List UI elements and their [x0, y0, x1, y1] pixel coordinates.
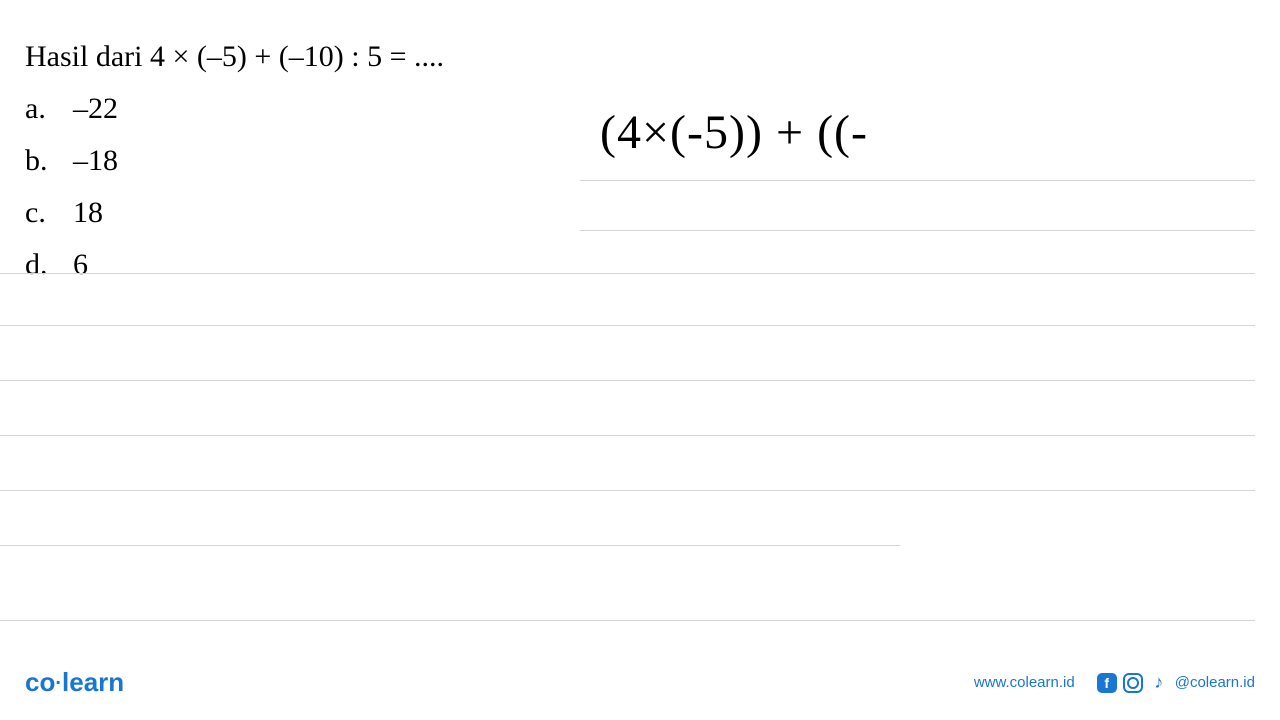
ruled-line [580, 180, 1255, 181]
handwriting-text: (4×(-5)) + ((- [600, 105, 1255, 160]
ruled-lines [0, 170, 1255, 630]
logo-part2: learn [62, 667, 124, 697]
social-links: f ♪ @colearn.id [1097, 673, 1255, 693]
footer: co·learn www.colearn.id f ♪ @colearn.id [25, 667, 1255, 698]
ruled-line [580, 230, 1255, 231]
website-url: www.colearn.id [974, 674, 1075, 691]
logo: co·learn [25, 667, 124, 698]
option-value: –22 [73, 92, 133, 126]
ruled-line [0, 620, 1255, 621]
ruled-line [0, 325, 1255, 326]
instagram-icon [1123, 673, 1143, 693]
ruled-line [0, 380, 1255, 381]
tiktok-icon: ♪ [1149, 673, 1169, 693]
logo-part1: co [25, 667, 55, 697]
logo-dot: · [55, 673, 62, 695]
ruled-line [0, 435, 1255, 436]
ruled-line [0, 545, 900, 546]
social-handle: @colearn.id [1175, 674, 1255, 691]
option-letter: a. [25, 92, 73, 126]
footer-right: www.colearn.id f ♪ @colearn.id [974, 673, 1255, 693]
ruled-line [0, 273, 1255, 274]
handwriting-area: (4×(-5)) + ((- [600, 105, 1255, 160]
ruled-line [0, 490, 1255, 491]
question-text: Hasil dari 4 × (–5) + (–10) : 5 = .... [25, 40, 1255, 74]
facebook-icon: f [1097, 673, 1117, 693]
